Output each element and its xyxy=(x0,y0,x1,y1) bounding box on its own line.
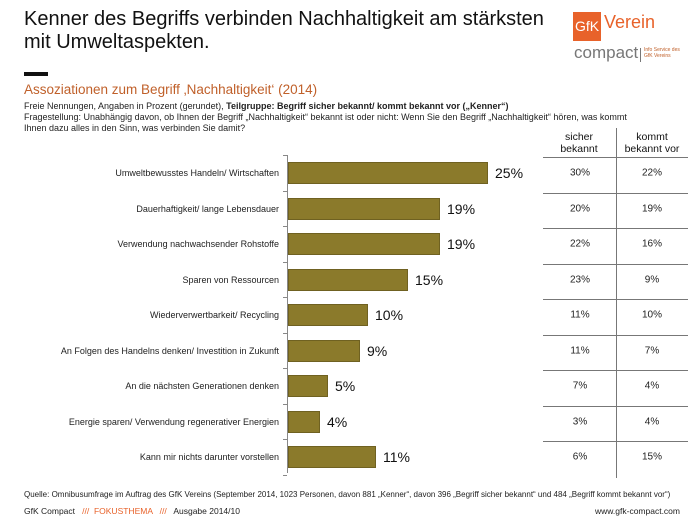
data-label: 10% xyxy=(375,307,404,323)
axis-tick xyxy=(283,297,287,299)
axis-tick xyxy=(283,155,287,157)
gfk-logo: GfK xyxy=(573,12,601,41)
cell-kommt-bekannt-vor: 9% xyxy=(644,274,660,285)
data-label: 4% xyxy=(327,413,348,430)
category-label: An Folgen des Handelns denken/ Investiti… xyxy=(60,345,279,356)
header-kommt-bekannt-vor: kommt bekannt vor xyxy=(624,131,680,155)
logo-divider xyxy=(640,48,641,62)
cell-sicher-bekannt: 11% xyxy=(570,345,590,356)
data-label: 11% xyxy=(383,449,410,465)
bar xyxy=(288,446,376,468)
category-label: Kann mir nichts darunter vorstellen xyxy=(139,452,279,462)
bar xyxy=(288,410,320,433)
data-label: 9% xyxy=(367,342,388,359)
footer-brand: GfK Compact xyxy=(24,506,76,516)
bar xyxy=(288,233,440,255)
axis-tick xyxy=(283,368,287,370)
page-title: Kenner des Begriffs verbinden Nachhaltig… xyxy=(24,8,544,53)
cell-kommt-bekannt-vor: 15% xyxy=(641,451,662,463)
chart-subtitle: Assoziationen zum Begriff ‚Nachhaltigkei… xyxy=(24,82,318,97)
table-row-line xyxy=(543,263,688,265)
bar xyxy=(288,197,440,220)
cell-kommt-bekannt-vor: 19% xyxy=(641,203,662,214)
header-sicher-bekannt: sicher bekannt xyxy=(560,131,598,155)
bar xyxy=(288,162,488,184)
bar xyxy=(288,304,368,326)
footer: GfK Compact /// FOKUSTHEMA /// Ausgabe 2… xyxy=(24,506,240,516)
table-row-line xyxy=(543,334,688,336)
bar xyxy=(288,375,328,397)
cell-sicher-bekannt: 3% xyxy=(572,416,588,427)
axis-tick xyxy=(283,474,287,476)
bar xyxy=(288,339,360,362)
table-divider-vertical xyxy=(616,128,617,478)
cell-sicher-bekannt: 6% xyxy=(572,451,588,463)
data-label: 5% xyxy=(335,378,356,394)
cell-kommt-bekannt-vor: 10% xyxy=(641,309,662,321)
cell-sicher-bekannt: 20% xyxy=(569,203,590,214)
note-bold: Teilgruppe: Begriff sicher bekannt/ komm… xyxy=(226,101,509,111)
axis-tick xyxy=(283,403,287,405)
source-note: Quelle: Omnibusumfrage im Auftrag des Gf… xyxy=(24,490,671,499)
y-axis xyxy=(287,155,288,473)
category-label: Verwendung nachwachsender Rohstoffe xyxy=(117,239,279,249)
table-row-line xyxy=(543,192,688,194)
cell-kommt-bekannt-vor: 4% xyxy=(644,380,660,392)
category-label: Wiederverwertbarkeit/ Recycling xyxy=(149,310,279,320)
cell-kommt-bekannt-vor: 7% xyxy=(644,345,660,356)
logo-compact: compact xyxy=(574,43,639,62)
footer-issue: Ausgabe 2014/10 xyxy=(173,506,240,516)
footer-sep: /// xyxy=(82,506,90,516)
axis-tick xyxy=(283,261,287,263)
footer-sep: /// xyxy=(159,506,167,516)
category-label: Dauerhaftigkeit/ lange Lebensdauer xyxy=(136,203,279,214)
table-row-line xyxy=(543,441,688,442)
category-label: Umweltbewusstes Handeln/ Wirtschaften xyxy=(115,168,279,178)
note-line-1: Freie Nennungen, Angaben in Prozent (ger… xyxy=(24,101,664,112)
footer-url[interactable]: www.gfk-compact.com xyxy=(594,506,680,516)
cell-kommt-bekannt-vor: 16% xyxy=(641,238,662,250)
data-label: 25% xyxy=(495,165,524,181)
axis-tick xyxy=(283,439,287,441)
cell-kommt-bekannt-vor: 22% xyxy=(641,167,662,179)
cell-sicher-bekannt: 23% xyxy=(569,274,590,285)
cell-sicher-bekannt: 30% xyxy=(569,167,590,179)
logo-verein: Verein xyxy=(604,12,656,32)
question-text: Fragestellung: Unabhängig davon, ob Ihne… xyxy=(24,112,627,133)
table-row-line xyxy=(543,228,688,229)
cell-sicher-bekannt: 7% xyxy=(572,380,588,392)
axis-tick xyxy=(283,190,287,192)
note-plain: Freie Nennungen, Angaben in Prozent (ger… xyxy=(24,101,227,111)
data-label: 19% xyxy=(447,200,476,217)
category-label: An die nächsten Generationen denken xyxy=(125,381,279,391)
cell-sicher-bekannt: 11% xyxy=(570,309,590,321)
cell-kommt-bekannt-vor: 4% xyxy=(644,416,660,427)
table-row-line xyxy=(543,157,688,158)
data-label: 15% xyxy=(415,271,444,288)
category-label: Sparen von Ressourcen xyxy=(182,274,279,285)
table-row-line xyxy=(543,299,688,300)
title-underline xyxy=(24,72,48,76)
bar xyxy=(288,268,408,291)
cell-sicher-bekannt: 22% xyxy=(569,238,590,250)
axis-tick xyxy=(283,226,287,228)
footer-topic: FOKUSTHEMA xyxy=(93,506,153,516)
table-row-line xyxy=(543,370,688,371)
table-row-line xyxy=(543,405,688,407)
logo-info: Info Service des GfK Vereins xyxy=(644,47,680,59)
axis-tick xyxy=(283,332,287,334)
category-label: Energie sparen/ Verwendung regenerativer… xyxy=(68,416,279,427)
data-label: 19% xyxy=(447,236,476,252)
